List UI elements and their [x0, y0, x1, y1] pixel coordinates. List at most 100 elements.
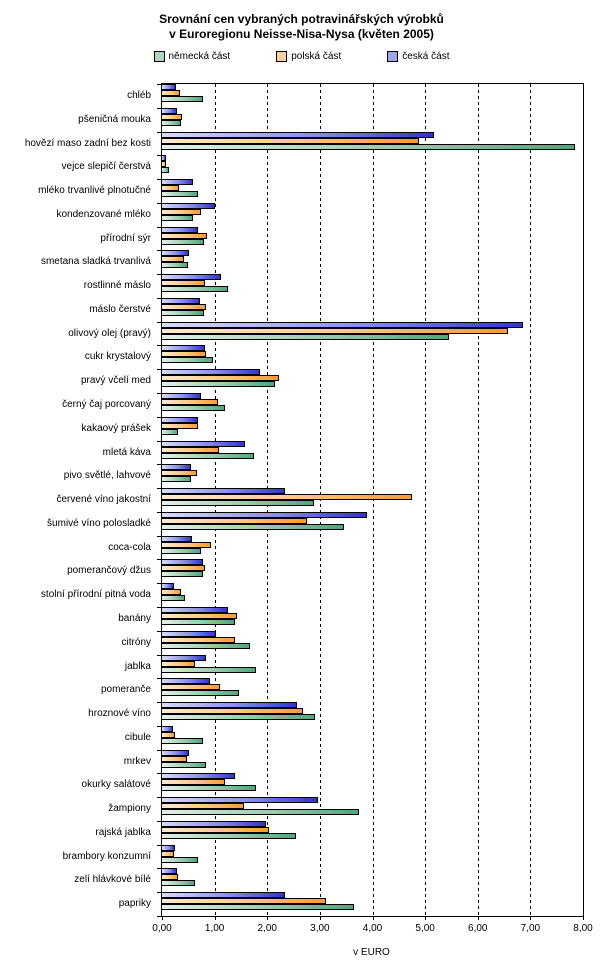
chart-title-line1: Srovnání cen vybraných potravinářských v… [159, 12, 444, 26]
y-axis-tick [157, 369, 161, 371]
category-label: mrkev [123, 755, 151, 767]
y-axis-tick [157, 440, 161, 442]
category-row [162, 202, 583, 227]
bar-nemecka-cast [162, 856, 198, 863]
x-axis-tick [372, 916, 374, 920]
x-axis-tick-label: 0,00 [152, 923, 172, 934]
y-axis-tick [157, 868, 161, 870]
bar-polska-cast [162, 779, 226, 786]
bar-polska-cast [162, 90, 181, 96]
x-axis-tick-label: 4,00 [362, 923, 383, 934]
bar-polska-cast [162, 113, 182, 120]
category-label: pivo světlé, lahvové [63, 470, 151, 482]
bar-nemecka-cast [162, 714, 315, 721]
category-row [162, 654, 583, 679]
bar-polska-cast [162, 161, 167, 168]
bar-ceska-cast [162, 630, 217, 637]
category-row [162, 179, 583, 203]
bar-nemecka-cast [162, 238, 204, 245]
bar-ceska-cast [162, 559, 203, 566]
category-row [162, 583, 583, 607]
bar-ceska-cast [162, 202, 216, 209]
bar-ceska-cast [162, 535, 192, 542]
bar-polska-cast [162, 517, 307, 524]
bar-ceska-cast [162, 606, 229, 613]
category-row [162, 797, 583, 821]
category-row [162, 250, 583, 274]
bar-ceska-cast [162, 250, 189, 257]
category-label: šumivé víno polosladké [47, 517, 151, 529]
bar-polska-cast [162, 612, 237, 619]
y-axis-tick [157, 559, 161, 561]
x-axis-tick-label: 6,00 [468, 923, 488, 934]
category-label: žampiony [108, 803, 151, 815]
category-label: brambory konzumní [62, 850, 151, 862]
bar-polska-cast [162, 232, 208, 239]
bar-nemecka-cast [162, 737, 203, 744]
bar-ceska-cast [162, 345, 205, 352]
category-label: přírodní sýr [100, 232, 151, 244]
bar-ceska-cast [162, 797, 318, 804]
bar-ceska-cast [162, 654, 206, 661]
bar-nemecka-cast [162, 476, 191, 483]
bar-ceska-cast [162, 749, 189, 756]
bar-ceska-cast [162, 179, 194, 186]
category-row [162, 107, 583, 132]
x-axis-tick-label: 1,00 [204, 923, 225, 934]
category-row [162, 749, 583, 774]
bar-ceska-cast [162, 464, 192, 471]
bar-ceska-cast [162, 226, 198, 233]
y-axis-tick [157, 464, 161, 466]
x-axis-tick [477, 916, 479, 920]
gridline-7 [530, 84, 532, 916]
category-row [162, 868, 583, 892]
category-label: cukr krystalový [84, 351, 151, 363]
category-label: máslo čerstvé [89, 303, 151, 315]
category-row [162, 678, 583, 702]
category-row [162, 84, 583, 108]
category-label: mléko trvanlivé plnotučné [38, 185, 151, 197]
bar-ceska-cast [162, 155, 167, 162]
category-label: kondenzované mléko [56, 208, 151, 220]
bar-ceska-cast [162, 440, 246, 447]
bar-polska-cast [162, 565, 206, 572]
x-axis-tick-label: 2,00 [257, 923, 277, 934]
category-label: cibule [124, 731, 151, 743]
bar-nemecka-cast [162, 96, 204, 102]
bar-ceska-cast [162, 892, 286, 899]
y-axis-tick [157, 345, 161, 347]
category-row [162, 535, 583, 560]
bar-polska-cast [162, 589, 181, 596]
bar-ceska-cast [162, 321, 523, 328]
legend-label-ceska-cast: česká část [402, 51, 450, 62]
y-axis-tick [157, 583, 161, 585]
plot-area [161, 83, 584, 917]
bar-nemecka-cast [162, 761, 207, 768]
bar-ceska-cast [162, 84, 177, 90]
category-label: citróny [121, 636, 151, 648]
x-axis-tick [214, 916, 216, 920]
bar-nemecka-cast [162, 191, 198, 198]
bar-nemecka-cast [162, 785, 257, 792]
bar-polska-cast [162, 185, 180, 192]
legend: německá část polská část česká část [0, 51, 603, 62]
x-axis-tick-label: 3,00 [310, 923, 330, 934]
category-row [162, 725, 583, 750]
legend-swatch-nemecka-cast [153, 51, 165, 62]
y-axis-tick [157, 916, 161, 917]
y-axis-tick [157, 535, 161, 537]
bar-ceska-cast [162, 725, 173, 732]
gridline-6 [477, 84, 479, 916]
category-label: červené víno jakostní [56, 494, 152, 506]
category-label: coca-cola [108, 541, 151, 553]
y-axis-tick [157, 678, 161, 680]
chart-title-line2: v Euroregionu Neisse-Nisa-Nysa (květen 2… [169, 27, 434, 41]
x-axis-tick-label: 7,00 [520, 923, 541, 934]
category-row [162, 844, 583, 869]
bar-nemecka-cast [162, 143, 576, 150]
y-axis-tick [157, 202, 161, 204]
category-row [162, 820, 583, 845]
legend-label-polska-cast: polská část [291, 51, 342, 62]
gridline-5 [425, 84, 427, 916]
bar-polska-cast [162, 636, 236, 643]
